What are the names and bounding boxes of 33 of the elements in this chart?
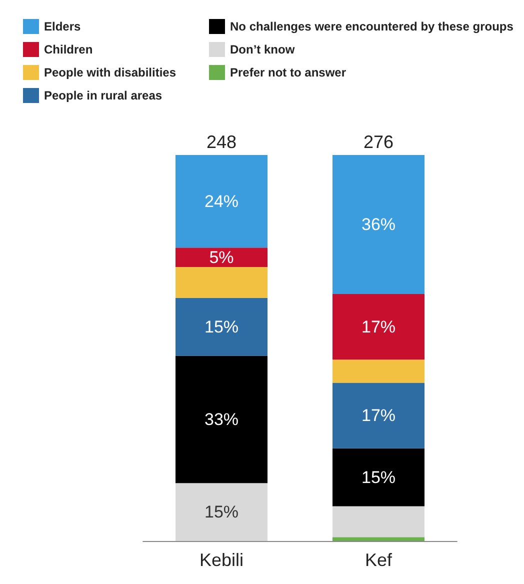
legend-label: Children [44,42,93,56]
bar [332,360,424,383]
bar [332,155,424,294]
bar [176,266,268,298]
legend-label: Don’t know [230,42,296,56]
bar [176,248,268,267]
legend-label: People with disabilities [44,66,176,80]
annotation: 276 [363,132,394,152]
legend-label: People in rural areas [44,88,162,102]
legend-label: Prefer not to answer [230,66,346,80]
annotation: 248 [206,132,237,152]
data-label: 24% [204,192,239,211]
bar [332,537,424,541]
bar [332,382,424,448]
data-label: 15% [204,502,239,522]
bar [176,155,268,248]
bar [176,356,268,484]
legend-label: Elders [44,20,82,34]
bar [332,506,424,538]
bar [176,298,268,356]
data-label: 33% [204,410,239,429]
x-tick-label: Kebili [199,550,244,570]
bar [176,483,268,541]
data-label: 17% [361,406,396,426]
bar [332,448,424,506]
x-tick-label: Kef [364,550,393,570]
data-label: 5% [209,248,234,267]
data-label: 15% [361,468,396,487]
legend-label: No challenges were encountered by these groups [230,20,514,34]
data-label: 17% [361,317,396,336]
data-label: 36% [361,214,396,234]
bar [332,294,424,360]
data-label: 15% [204,317,239,336]
